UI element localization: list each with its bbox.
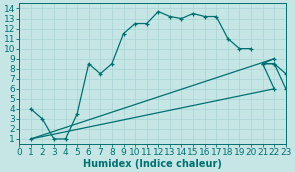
X-axis label: Humidex (Indice chaleur): Humidex (Indice chaleur) [83, 159, 222, 169]
